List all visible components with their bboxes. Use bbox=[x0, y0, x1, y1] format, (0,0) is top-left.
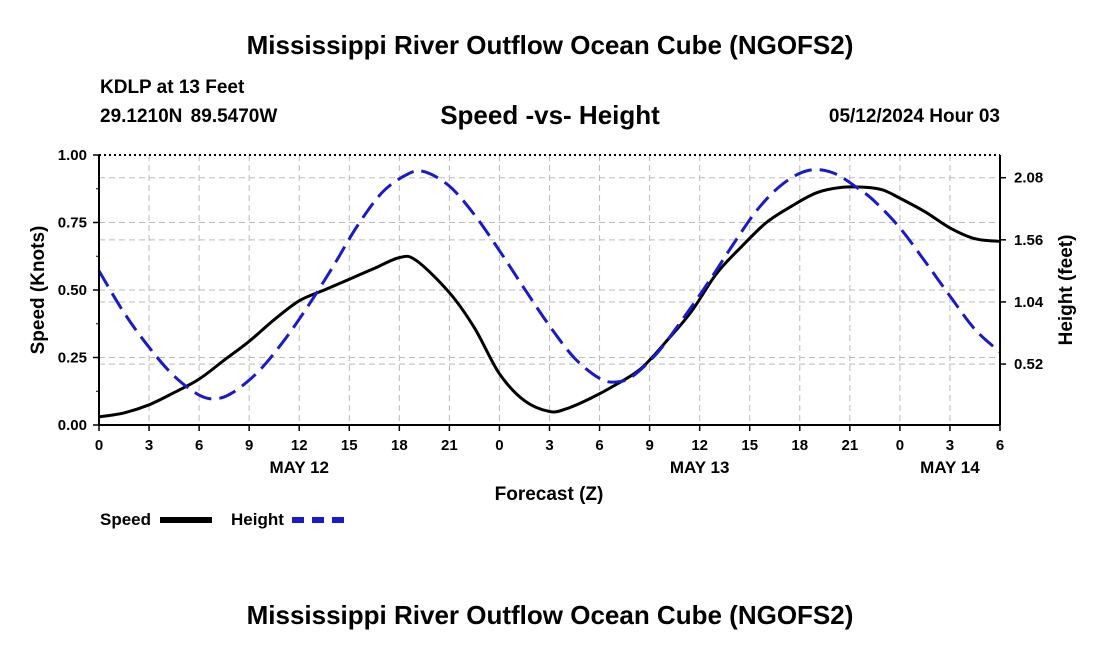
y-tick-label: 0.00 bbox=[58, 417, 87, 434]
legend-speed-swatch bbox=[160, 517, 212, 523]
x-tick-label: 15 bbox=[741, 437, 758, 454]
x-tick-label: 15 bbox=[341, 437, 358, 454]
station-name: KDLP at 13 Feet bbox=[100, 77, 245, 98]
x-tick-label: 9 bbox=[245, 437, 253, 454]
y-tick-label: 0.25 bbox=[58, 350, 87, 367]
x-tick-label: 21 bbox=[441, 437, 458, 454]
y-tick-label: 0.75 bbox=[58, 215, 87, 232]
legend-speed-label: Speed bbox=[100, 510, 152, 529]
x-date-label: MAY 13 bbox=[670, 458, 730, 477]
grid-layer bbox=[99, 155, 1000, 425]
y-tick-label: 1.00 bbox=[58, 147, 87, 164]
forecast-datetime: 05/12/2024 Hour 03 bbox=[828, 106, 1000, 127]
y2-tick-label: 2.08 bbox=[1014, 170, 1043, 187]
main-title: Mississippi River Outflow Ocean Cube (NG… bbox=[246, 30, 854, 60]
y2-tick-label: 1.04 bbox=[1014, 294, 1044, 311]
x-tick-label: 0 bbox=[495, 437, 503, 454]
x-tick-label: 6 bbox=[195, 437, 203, 454]
x-tick-label: 12 bbox=[691, 437, 708, 454]
x-date-label: MAY 14 bbox=[920, 458, 980, 477]
x-date-label: MAY 12 bbox=[269, 458, 329, 477]
y2-tick-label: 0.52 bbox=[1014, 356, 1043, 373]
tick-layer: 0 3 6 9 12 15 18 21 0 3 6 9 12 15 18 21 0 3 6 MAY 12 MAY 13 M… bbox=[58, 147, 1044, 477]
footer-title: Mississippi River Outflow Ocean Cube (NG… bbox=[246, 600, 854, 630]
y-tick-label: 0.50 bbox=[58, 282, 87, 299]
x-tick-label: 12 bbox=[291, 437, 308, 454]
height-series-line bbox=[97, 168, 1002, 401]
y2-tick-label: 1.56 bbox=[1014, 232, 1043, 249]
x-tick-label: 21 bbox=[841, 437, 858, 454]
x-tick-label: 3 bbox=[946, 437, 954, 454]
x-axis-label: Forecast (Z) bbox=[495, 484, 604, 505]
legend-height-label: Height bbox=[231, 510, 284, 529]
x-tick-label: 0 bbox=[95, 437, 103, 454]
x-tick-label: 18 bbox=[391, 437, 408, 454]
x-tick-label: 6 bbox=[996, 437, 1004, 454]
y2-axis-label: Height (feet) bbox=[1056, 235, 1077, 346]
x-tick-label: 0 bbox=[896, 437, 904, 454]
x-tick-label: 3 bbox=[545, 437, 553, 454]
x-tick-label: 3 bbox=[145, 437, 153, 454]
chart-subtitle: Speed -vs- Height bbox=[440, 100, 660, 130]
legend-height-swatch bbox=[292, 517, 344, 523]
station-coordinates: 29.1210N 89.5470W bbox=[100, 106, 278, 127]
y-axis-label: Speed (Knots) bbox=[28, 226, 49, 355]
x-tick-label: 6 bbox=[595, 437, 603, 454]
x-tick-label: 18 bbox=[791, 437, 808, 454]
speed-series-line bbox=[98, 185, 1001, 419]
x-tick-label: 9 bbox=[645, 437, 653, 454]
series-layer bbox=[97, 168, 1002, 419]
